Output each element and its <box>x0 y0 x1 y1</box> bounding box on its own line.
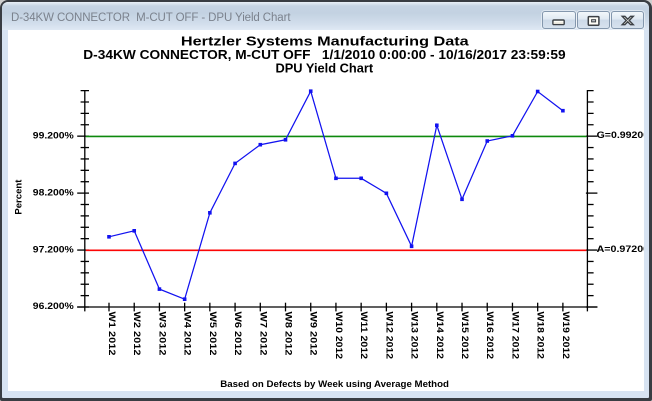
svg-text:D-34KW CONNECTOR, M-CUT OFF: D-34KW CONNECTOR, M-CUT OFF 1/1/2010 0:0… <box>83 48 565 62</box>
svg-text:96.200%: 96.200% <box>33 301 74 311</box>
svg-text:W15 2012: W15 2012 <box>460 312 470 360</box>
svg-text:98.200%: 98.200% <box>33 187 74 197</box>
svg-text:W5 2012: W5 2012 <box>208 312 218 356</box>
svg-text:W1 2012: W1 2012 <box>107 312 117 356</box>
svg-text:W2 2012: W2 2012 <box>132 312 142 356</box>
svg-text:W17 2012: W17 2012 <box>510 312 520 360</box>
svg-text:W13 2012: W13 2012 <box>410 312 420 360</box>
svg-text:W4 2012: W4 2012 <box>183 312 193 356</box>
svg-text:DPU Yield Chart: DPU Yield Chart <box>276 62 374 76</box>
svg-text:W14 2012: W14 2012 <box>435 312 445 360</box>
svg-text:W19 2012: W19 2012 <box>561 312 571 360</box>
svg-text:97.200%: 97.200% <box>33 244 74 254</box>
svg-text:Hertzler Systems Manufacturing: Hertzler Systems Manufacturing Data <box>181 34 470 48</box>
svg-text:99.200%: 99.200% <box>33 130 74 140</box>
svg-text:W16 2012: W16 2012 <box>485 312 495 360</box>
svg-text:W10 2012: W10 2012 <box>334 312 344 360</box>
svg-text:Based on Defects by Week using: Based on Defects by Week using Average M… <box>220 379 449 390</box>
svg-text:W7 2012: W7 2012 <box>258 312 268 356</box>
svg-text:W3 2012: W3 2012 <box>157 312 167 356</box>
svg-text:W8 2012: W8 2012 <box>284 312 294 356</box>
svg-text:G=0.99200: G=0.99200 <box>597 130 644 140</box>
svg-text:A=0.97200: A=0.97200 <box>597 244 644 254</box>
svg-text:W12 2012: W12 2012 <box>384 312 394 360</box>
svg-text:W11 2012: W11 2012 <box>359 312 369 360</box>
svg-text:W18 2012: W18 2012 <box>536 312 546 360</box>
svg-text:Percent: Percent <box>14 179 25 215</box>
svg-text:W9 2012: W9 2012 <box>309 312 319 356</box>
svg-text:W6 2012: W6 2012 <box>233 312 243 356</box>
